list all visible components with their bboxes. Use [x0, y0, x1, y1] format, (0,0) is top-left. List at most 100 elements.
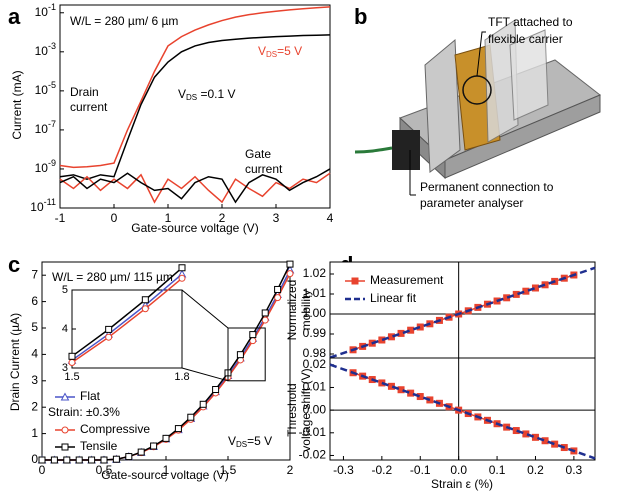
x-tick-label: 1 — [163, 463, 170, 477]
y-axis-label: voltage shift (V) — [299, 368, 313, 451]
annotation-part: =0.1 V — [197, 87, 235, 101]
photo-label: flexible carrier — [488, 32, 563, 46]
y-tick-label: 3 — [62, 362, 68, 374]
y-tick-label: 0.00 — [303, 402, 327, 416]
x-tick-label: 2 — [287, 463, 294, 477]
marker — [141, 305, 149, 313]
rail-front — [444, 94, 601, 179]
annotation-part: =5 V — [247, 434, 272, 448]
annotation: Strain: ±0.3% — [48, 405, 120, 419]
x-tick-label: 0.3 — [566, 463, 583, 477]
series-line — [71, 277, 183, 364]
plate — [424, 38, 461, 173]
series-line — [329, 363, 596, 460]
tick-exponent: -7 — [48, 119, 56, 129]
annotation: Drain — [70, 85, 99, 99]
marker — [236, 351, 244, 359]
annotation: W/L = 280 µm/ 6 µm — [70, 14, 178, 28]
tick-exponent: -3 — [48, 41, 56, 51]
photo-label: Permanent connection to — [420, 180, 554, 194]
plot-frame — [71, 289, 183, 369]
marker — [50, 456, 58, 464]
y-tick-label: 5 — [31, 320, 38, 334]
marker — [351, 277, 359, 285]
y-tick-label: 10-5 — [35, 80, 56, 97]
tick-base: 10 — [35, 122, 49, 136]
x-tick-label: 1.5 — [64, 371, 79, 383]
marker — [141, 296, 149, 304]
marker — [199, 400, 207, 408]
marker — [75, 456, 83, 464]
plate — [509, 29, 549, 121]
y-tick-label: -0.02 — [299, 448, 327, 462]
zoom-box — [227, 327, 266, 382]
x-tick-label: 4 — [327, 211, 334, 225]
y-tick-label: 1.00 — [303, 306, 327, 320]
marker — [125, 453, 133, 461]
marker — [68, 352, 76, 360]
x-tick-label: 2 — [219, 211, 226, 225]
y-tick-label: 10-1 — [35, 2, 56, 19]
tick-exponent: -11 — [44, 197, 56, 207]
marker — [61, 426, 69, 434]
annotation-sub: DS — [236, 440, 247, 449]
marker — [137, 448, 145, 456]
plate — [484, 19, 519, 143]
plot-frame — [59, 4, 331, 209]
marker — [286, 270, 294, 278]
y-axis-label: Normalized — [285, 280, 299, 341]
x-tick-label: 0.0 — [450, 463, 467, 477]
y-tick-label: 1.01 — [303, 286, 327, 300]
annotation: current — [245, 162, 283, 176]
tick-base: 10 — [35, 44, 49, 58]
legend-label: Compressive — [80, 422, 150, 436]
annotation-part: =5 V — [277, 44, 302, 58]
x-axis-label: Strain ε (%) — [431, 477, 493, 491]
x-tick-label: -0.1 — [410, 463, 431, 477]
y-tick-label: 1.02 — [303, 266, 327, 280]
y-tick-label: 2 — [31, 399, 38, 413]
y-tick-label: 4 — [31, 347, 38, 361]
panel-letter: b — [354, 4, 367, 29]
annotation-sub: DS — [266, 50, 277, 59]
arrow — [476, 31, 486, 77]
photo: TFT attached to flexible carrier Permane… — [345, 5, 615, 230]
annotation: Gate — [245, 147, 271, 161]
legend-label: Flat — [80, 389, 101, 403]
annotation: VDS=5 V — [258, 44, 302, 59]
y-axis-label: Current (mA) — [10, 70, 24, 139]
y-axis-label: Threshold — [285, 383, 299, 436]
y-tick-label: 6 — [31, 294, 38, 308]
annotation: W/L = 280 µm/ 115 µm — [52, 270, 173, 284]
y-tick-label: 5 — [62, 284, 68, 296]
annotation-part: V — [178, 87, 186, 101]
annotation: VDS=5 V — [228, 434, 272, 449]
series-line — [71, 273, 183, 361]
x-tick-label: -0.2 — [372, 463, 393, 477]
photo-label: TFT attached to — [488, 15, 573, 29]
marker — [178, 274, 186, 282]
legend-label: Measurement — [370, 273, 444, 287]
legend-label: Linear fit — [370, 291, 417, 305]
y-axis-label: mobility — [299, 290, 313, 331]
tick-base: 10 — [35, 161, 49, 175]
connector — [392, 130, 420, 170]
annotation-part: V — [228, 434, 236, 448]
x-axis-label: Gate-source voltage (V) — [101, 468, 228, 482]
annotation: current — [70, 100, 108, 114]
marker — [274, 285, 282, 293]
marker — [112, 455, 120, 463]
x-tick-label: 0.1 — [489, 463, 506, 477]
photo-label: parameter analyser — [420, 196, 523, 210]
marker — [63, 456, 71, 464]
y-axis-label: Drain Current (µA) — [8, 313, 22, 411]
series-line — [59, 6, 331, 169]
marker — [88, 456, 96, 464]
marker — [68, 359, 76, 367]
marker — [60, 392, 70, 401]
tick-base: 10 — [35, 83, 49, 97]
marker — [150, 442, 158, 450]
x-tick-label: -1 — [55, 211, 66, 225]
tick-exponent: -5 — [48, 80, 56, 90]
annotation-part: V — [258, 44, 266, 58]
